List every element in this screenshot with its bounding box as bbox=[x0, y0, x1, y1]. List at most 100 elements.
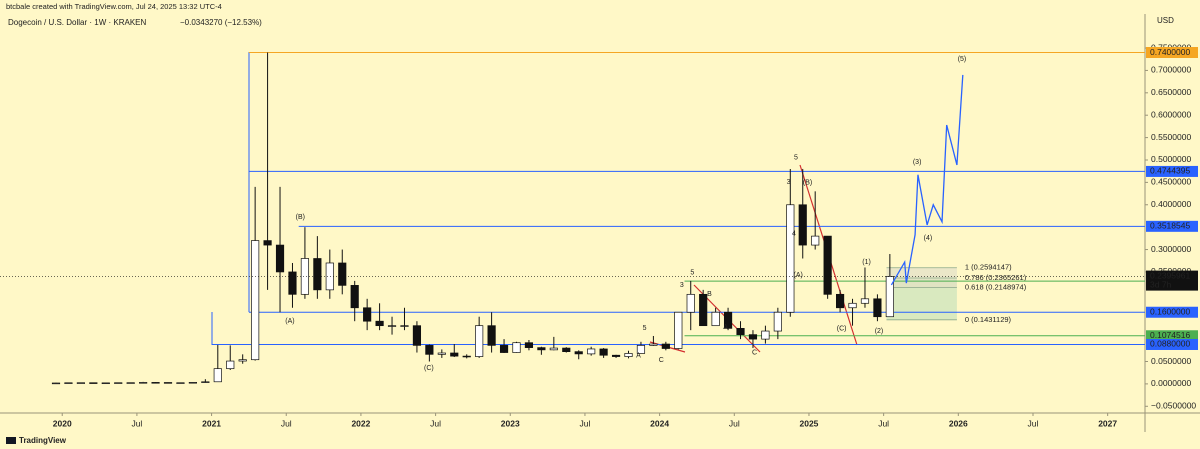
level-label: 0.7400000 bbox=[1150, 47, 1190, 57]
wave-label: (5) bbox=[958, 56, 967, 63]
x-tick-label: 2026 bbox=[949, 418, 968, 428]
candle-body bbox=[736, 328, 745, 335]
candle-body bbox=[213, 368, 222, 383]
candle-body bbox=[462, 355, 471, 358]
candle-body bbox=[848, 302, 857, 309]
candle-body bbox=[786, 204, 795, 313]
x-tick-label: 2025 bbox=[800, 418, 819, 428]
candle-body bbox=[773, 311, 782, 332]
candle-body bbox=[64, 382, 73, 384]
x-tick-label: Jul bbox=[1028, 418, 1039, 428]
candle-body bbox=[748, 334, 758, 340]
candle-body bbox=[761, 330, 770, 340]
candle-body bbox=[425, 345, 434, 355]
candle-body bbox=[338, 262, 347, 286]
candle-body bbox=[139, 382, 148, 384]
y-tick-label: 0.4000000 bbox=[1151, 199, 1191, 209]
candle-body bbox=[860, 298, 870, 304]
x-tick-label: 2024 bbox=[650, 418, 669, 428]
candle-body bbox=[524, 342, 534, 348]
candle-body bbox=[835, 293, 845, 309]
x-tick-label: Jul bbox=[430, 418, 441, 428]
candle-body bbox=[549, 347, 558, 351]
wave-label: A bbox=[636, 353, 641, 360]
candle-body bbox=[611, 354, 621, 357]
candle-body bbox=[587, 348, 596, 355]
candle-body bbox=[251, 240, 260, 361]
candle-body bbox=[487, 325, 496, 346]
y-axis-label: USD bbox=[1157, 16, 1174, 25]
x-tick-label: 2022 bbox=[351, 418, 370, 428]
candle-body bbox=[686, 293, 695, 313]
candle-body bbox=[823, 235, 832, 295]
y-tick-label: 0.0500000 bbox=[1151, 356, 1191, 366]
candle-body bbox=[699, 293, 708, 327]
wave-label: (B) bbox=[803, 180, 812, 187]
candle-body bbox=[76, 382, 85, 384]
x-tick-label: 2020 bbox=[53, 418, 72, 428]
candle-body bbox=[475, 325, 484, 357]
candle-body bbox=[126, 382, 135, 384]
logo-mark bbox=[6, 437, 16, 444]
wave-label: (A) bbox=[793, 272, 802, 279]
candle-body bbox=[723, 311, 733, 329]
wave-label: 3 bbox=[787, 179, 791, 186]
wave-label: B bbox=[707, 291, 712, 298]
wave-label: 5 bbox=[794, 155, 798, 162]
candle-body bbox=[811, 235, 820, 246]
candle-body bbox=[114, 382, 123, 384]
candle-body bbox=[674, 311, 683, 349]
candle-body bbox=[238, 359, 247, 362]
last-price-countdown: 3d 7h bbox=[1150, 279, 1172, 289]
candle-body bbox=[412, 325, 422, 346]
fib-zone bbox=[886, 277, 957, 288]
wave-label: (2) bbox=[875, 328, 884, 335]
level-label: 0.4744395 bbox=[1150, 166, 1190, 176]
candle-body bbox=[263, 240, 272, 246]
level-label-box bbox=[1146, 338, 1198, 350]
y-tick-label: 0.6000000 bbox=[1151, 109, 1191, 119]
x-tick-label: Jul bbox=[729, 418, 740, 428]
candle-body bbox=[201, 381, 210, 383]
wave-label: C bbox=[659, 357, 664, 364]
candle-body bbox=[499, 345, 509, 353]
fib-label: 1 (0.2594147) bbox=[965, 263, 1012, 272]
y-tick-label: 0.6500000 bbox=[1151, 87, 1191, 97]
x-tick-label: 2023 bbox=[501, 418, 520, 428]
y-tick-label: 0.4500000 bbox=[1151, 177, 1191, 187]
level-label: 0.1074516 bbox=[1150, 330, 1190, 340]
candle-body bbox=[711, 311, 720, 327]
wave-label: (C) bbox=[424, 365, 434, 372]
y-tick-label: 0.5500000 bbox=[1151, 132, 1191, 142]
candle-body bbox=[537, 347, 546, 351]
wave-label: (1) bbox=[862, 259, 871, 266]
candle-body bbox=[176, 382, 185, 384]
x-tick-label: Jul bbox=[878, 418, 889, 428]
candle-body bbox=[885, 276, 894, 318]
candle-body bbox=[599, 348, 608, 356]
y-tick-label: 0.0000000 bbox=[1151, 378, 1191, 388]
x-tick-label: Jul bbox=[281, 418, 292, 428]
candle-body bbox=[649, 343, 658, 346]
last-price-label: 0.2395961 bbox=[1150, 270, 1190, 280]
wave-label: (3) bbox=[913, 159, 922, 166]
candle-body bbox=[363, 307, 372, 322]
candle-body bbox=[300, 258, 310, 295]
wave-label: 4 bbox=[792, 231, 796, 238]
candle-body bbox=[562, 347, 571, 352]
candle-body bbox=[226, 360, 235, 370]
candle-body bbox=[512, 342, 521, 353]
wave-label: C bbox=[752, 349, 757, 356]
fib-zone bbox=[886, 267, 957, 278]
candle-body bbox=[624, 353, 633, 357]
candle-body bbox=[275, 244, 285, 273]
level-label: 0.1600000 bbox=[1150, 306, 1190, 316]
wave-label: A bbox=[723, 324, 728, 331]
price-change: −0.0343270 (−12.53%) bbox=[180, 18, 262, 27]
candle-body bbox=[51, 382, 61, 385]
wave-label: (C) bbox=[837, 326, 847, 333]
level-label-box bbox=[1146, 330, 1198, 342]
candle-body bbox=[151, 382, 160, 384]
